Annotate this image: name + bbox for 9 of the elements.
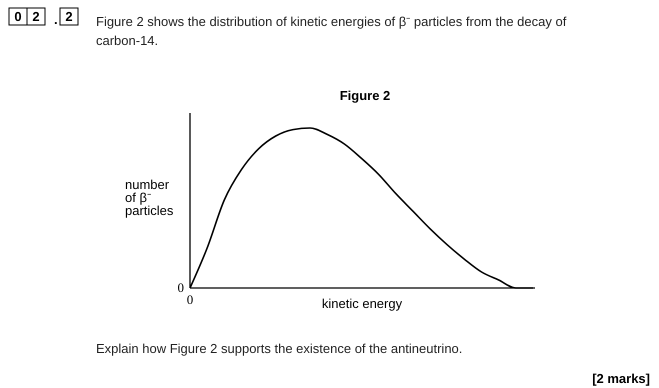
x-axis-title: kinetic energy — [322, 296, 403, 311]
chart-title: Figure 2 — [340, 88, 390, 103]
text: Explain how Figure 2 supports the existence of the antineutrino. — [96, 341, 462, 356]
text: 0 — [186, 292, 194, 307]
text: 0 — [178, 280, 184, 295]
caption: Figure 2 shows the distribution of kinetic energies of β⁻ particles from the decay of carbon-14. — [96, 14, 567, 48]
text: [2 marks] — [592, 371, 650, 386]
y-axis-title: number of β⁻ particles — [125, 177, 174, 218]
question-number: 0 2 2 . — [8, 8, 78, 27]
